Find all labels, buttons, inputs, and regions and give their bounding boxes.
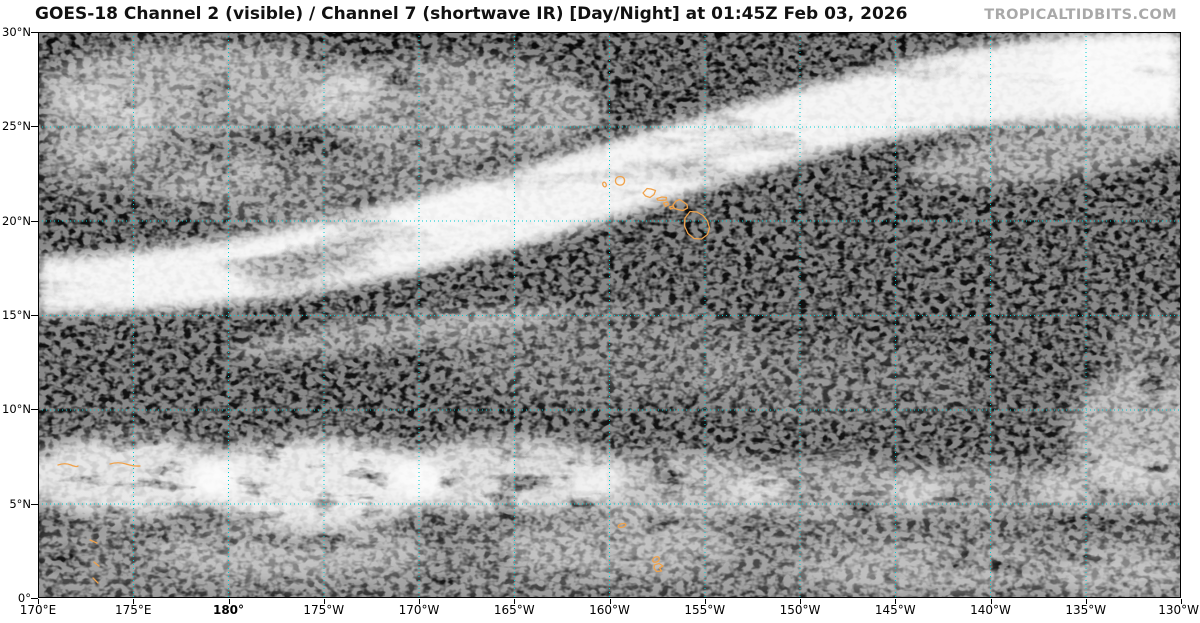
lon-tick xyxy=(324,599,325,604)
lat-tick xyxy=(31,504,38,505)
lon-tick xyxy=(514,599,515,604)
scattered-cloud-layer xyxy=(38,42,1181,598)
lon-label: 130°W xyxy=(1158,603,1199,617)
lon-label: 145°W xyxy=(874,603,916,617)
lat-tick xyxy=(31,315,38,316)
lon-label: 180° xyxy=(212,603,245,617)
lon-tick xyxy=(38,599,39,604)
lat-tick xyxy=(31,409,38,410)
lat-label: 25°N xyxy=(2,119,31,134)
lon-label: 160°W xyxy=(589,603,630,617)
lon-label: 175°E xyxy=(115,603,152,617)
lat-label: 20°N xyxy=(2,213,31,228)
lon-tick xyxy=(705,599,706,604)
lon-label: 170°E xyxy=(19,603,57,617)
lon-label: 140°W xyxy=(970,603,1011,617)
lon-label: 170°W xyxy=(398,603,440,617)
lon-label: 165°W xyxy=(493,603,535,617)
tabuaeran-coastline xyxy=(652,556,660,563)
lon-label: 155°W xyxy=(684,603,726,617)
map-border xyxy=(38,32,1181,598)
lon-label: 150°W xyxy=(779,603,821,617)
kiritimati-coastline xyxy=(653,562,664,573)
lon-tick xyxy=(1181,599,1182,604)
kahoolawe-coastline xyxy=(668,205,675,210)
oahu-coastline xyxy=(642,187,657,199)
coastlines-layer xyxy=(57,175,711,584)
lon-tick xyxy=(800,599,801,604)
lat-label: 30°N xyxy=(2,25,31,39)
satellite-map xyxy=(38,32,1181,598)
maui-coastline xyxy=(672,198,689,212)
lon-tick xyxy=(229,599,230,604)
lon-tick xyxy=(419,599,420,604)
molokai-coastline xyxy=(656,196,668,202)
graticule xyxy=(38,32,1181,598)
lon-tick xyxy=(1086,599,1087,604)
frontal-cloud-band xyxy=(38,32,1181,359)
lon-label: 175°W xyxy=(303,603,345,617)
lat-label: 0° xyxy=(17,591,31,605)
lat-label: 10°N xyxy=(2,402,31,417)
lon-label: 135°W xyxy=(1065,603,1107,617)
gilbert-islands-coastline xyxy=(89,539,100,584)
lanai-coastline xyxy=(662,201,670,208)
teraina-coastline xyxy=(617,522,627,529)
big-island-coastline xyxy=(683,210,711,240)
lat-tick xyxy=(31,598,38,599)
niihau-coastline xyxy=(602,181,607,188)
lon-tick xyxy=(133,599,134,604)
lat-tick xyxy=(31,32,38,33)
lon-tick xyxy=(895,599,896,604)
satellite-map-svg xyxy=(38,32,1181,598)
lon-tick xyxy=(610,599,611,604)
tropicaltidbits-watermark: TROPICALTIDBITS.COM xyxy=(984,7,1177,23)
kauai-coastline xyxy=(614,175,626,186)
lat-label: 5°N xyxy=(9,496,31,511)
lat-label: 15°N xyxy=(2,308,31,322)
lon-tick xyxy=(991,599,992,604)
lat-tick xyxy=(31,221,38,222)
lat-tick xyxy=(31,126,38,127)
figure-title: GOES-18 Channel 2 (visible) / Channel 7 … xyxy=(35,4,908,24)
marshall-islands-coastline xyxy=(57,462,141,468)
